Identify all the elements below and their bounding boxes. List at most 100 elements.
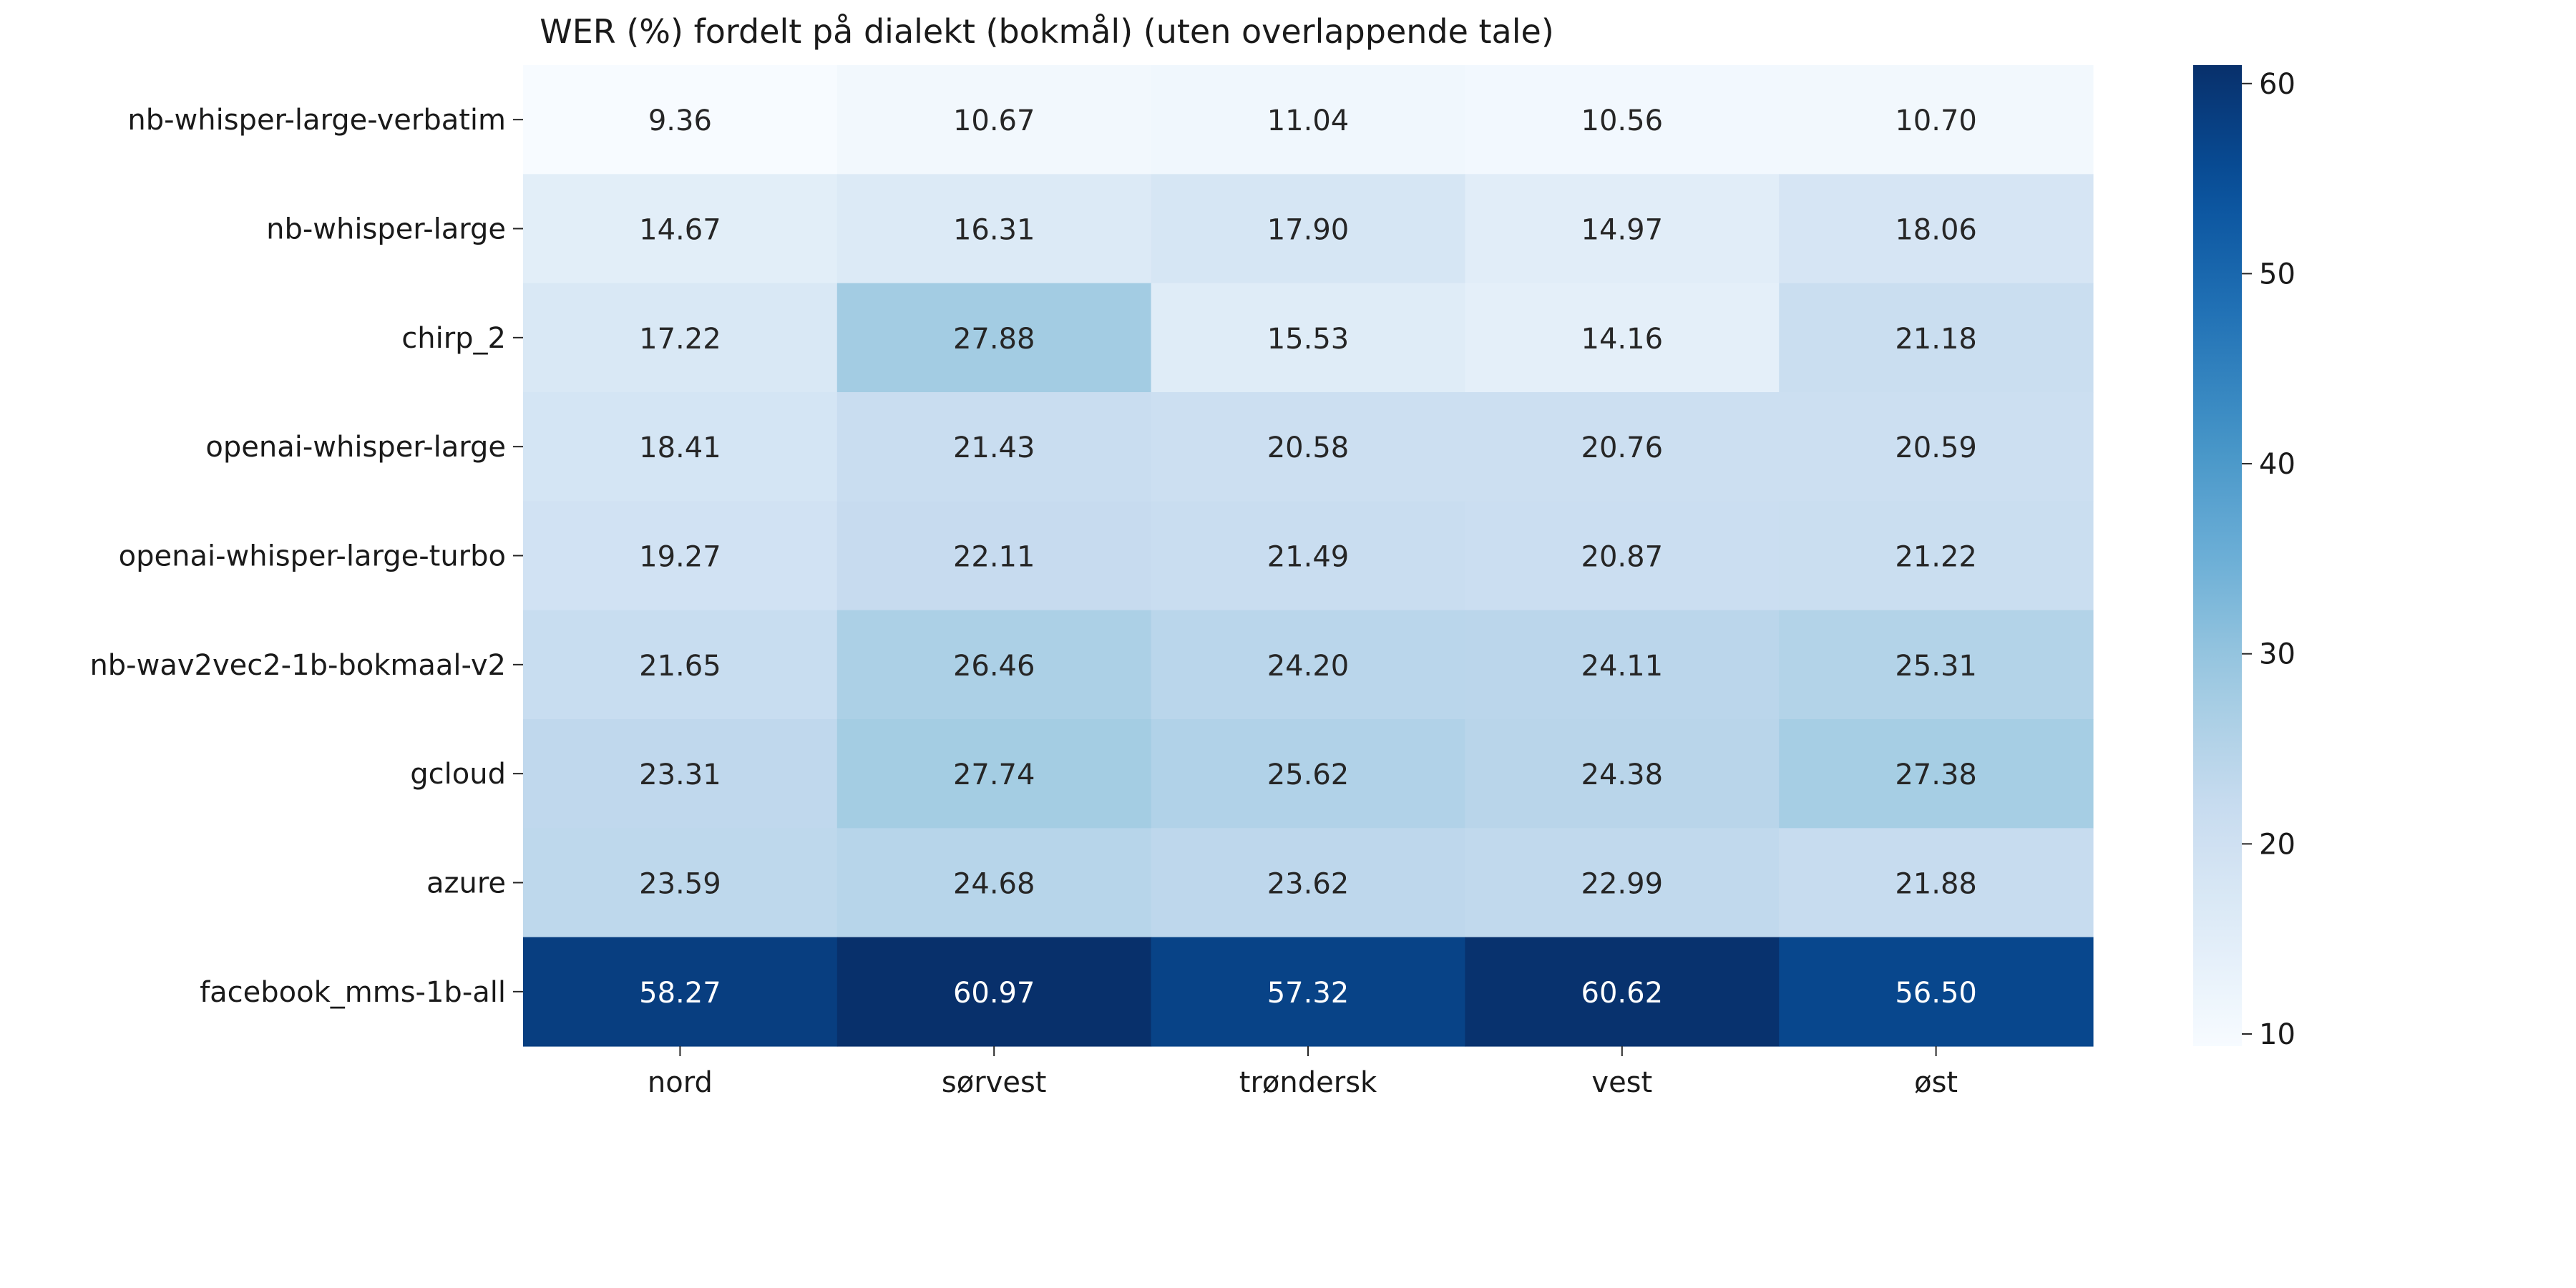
heatmap-cell [836,937,1152,1047]
row-label: openai-whisper-large-turbo [119,540,506,573]
cell-value-label: 16.31 [953,214,1035,247]
heatmap-cell [1151,283,1465,393]
heatmap-cell [1465,828,1780,938]
heatmap-cell [1465,392,1780,502]
heatmap-cell [1779,828,2094,938]
heatmap-cell [1779,501,2094,611]
cell-value-label: 10.56 [1581,104,1664,137]
heatmap-cell [523,610,838,720]
row-label: chirp_2 [401,322,506,355]
cell-value-label: 23.59 [639,868,721,901]
cell-value-label: 27.88 [953,323,1035,356]
heatmap-cell [1151,392,1465,502]
heatmap-cell [1151,937,1465,1047]
heatmap-cell [1779,610,2094,720]
cell-value-label: 25.31 [1895,650,1977,683]
heatmap-cell [1779,65,2094,175]
cell-value-label: 18.41 [639,431,721,464]
cell-value-label: 24.20 [1267,650,1350,683]
cell-value-label: 26.46 [953,650,1035,683]
heatmap-cell [523,719,838,829]
cell-value-label: 21.18 [1895,323,1977,356]
heatmap-cell [1465,174,1780,284]
cell-value-label: 21.65 [639,650,721,683]
row-label: nb-whisper-large [266,213,506,246]
colorbar-tick-label: 30 [2259,638,2296,671]
heatmap-cell [1779,392,2094,502]
heatmap-cell [523,65,838,175]
cell-value-label: 60.62 [1581,977,1664,1010]
heatmap-cell [1465,65,1780,175]
cell-value-label: 18.06 [1895,214,1977,247]
heatmap-cell [836,610,1152,720]
row-label: azure [426,867,506,900]
heatmap-cell [836,828,1152,938]
row-label: gcloud [410,758,506,791]
cell-value-label: 9.36 [648,104,712,137]
colorbar-tick-label: 60 [2259,68,2296,101]
column-label: øst [1914,1066,1958,1099]
row-label: nb-whisper-large-verbatim [127,104,506,137]
column-label: trøndersk [1239,1066,1377,1099]
heatmap-cell [836,174,1152,284]
row-labels: nb-whisper-large-verbatim nb-whisper-larg… [89,104,523,1009]
heatmap-cell [1151,719,1465,829]
column-label: sørvest [942,1066,1047,1099]
heatmap-cell [1151,65,1465,175]
cell-value-label: 11.04 [1267,104,1350,137]
cell-value-label: 20.58 [1267,431,1350,464]
cell-value-label: 15.53 [1267,323,1350,356]
cell-value-label: 27.38 [1895,758,1977,791]
cell-value-label: 27.74 [953,758,1035,791]
cell-value-label: 17.22 [639,323,721,356]
heatmap-cell [1779,283,2094,393]
heatmap-cell [1465,501,1780,611]
heatmap-cell [523,392,838,502]
colorbar-tick-label: 20 [2259,828,2296,861]
cell-value-label: 19.27 [639,541,721,574]
cell-value-label: 20.87 [1581,541,1664,574]
cell-value-label: 21.22 [1895,541,1977,574]
row-label: nb-wav2vec2-1b-bokmaal-v2 [89,649,506,682]
cell-value-label: 23.62 [1267,868,1350,901]
heatmap-cells: 9.36 10.67 11.04 10.56 10.70 14.67 16.31 17.90 1… [523,65,2094,1047]
heatmap-cell [1465,610,1780,720]
heatmap-cell [1465,937,1780,1047]
cell-value-label: 21.43 [953,431,1035,464]
heatmap-cell [523,501,838,611]
cell-value-label: 60.97 [953,977,1035,1010]
column-label: vest [1591,1066,1652,1099]
cell-value-label: 17.90 [1267,214,1350,247]
row-label: openai-whisper-large [205,431,506,464]
heatmap-cell [523,937,838,1047]
cell-value-label: 24.68 [953,868,1035,901]
cell-value-label: 58.27 [639,977,721,1010]
cell-value-label: 14.16 [1581,323,1664,356]
cell-value-label: 25.62 [1267,758,1350,791]
cell-value-label: 22.11 [953,541,1035,574]
colorbar: 10 20 30 40 50 60 [2193,65,2296,1051]
colorbar-tick-label: 50 [2259,258,2296,291]
heatmap-cell [836,65,1152,175]
heatmap-cell [523,828,838,938]
cell-value-label: 10.70 [1895,104,1977,137]
heatmap-cell [1151,828,1465,938]
heatmap-cell [1779,937,2094,1047]
heatmap-cell [1465,719,1780,829]
chart-title: WER (%) fordelt på dialekt (bokmål) (ute… [540,12,1554,51]
heatmap-cell [523,174,838,284]
row-label: facebook_mms-1b-all [200,976,506,1009]
heatmap-cell [1465,283,1780,393]
heatmap-cell [1779,719,2094,829]
cell-value-label: 21.88 [1895,868,1977,901]
colorbar-tick-label: 10 [2259,1018,2296,1051]
heatmap-cell [1779,174,2094,284]
cell-value-label: 14.67 [639,214,721,247]
colorbar-gradient [2193,65,2242,1046]
heatmap-cell [836,501,1152,611]
cell-value-label: 20.59 [1895,431,1977,464]
cell-value-label: 21.49 [1267,541,1350,574]
cell-value-label: 24.11 [1581,650,1664,683]
cell-value-label: 24.38 [1581,758,1664,791]
